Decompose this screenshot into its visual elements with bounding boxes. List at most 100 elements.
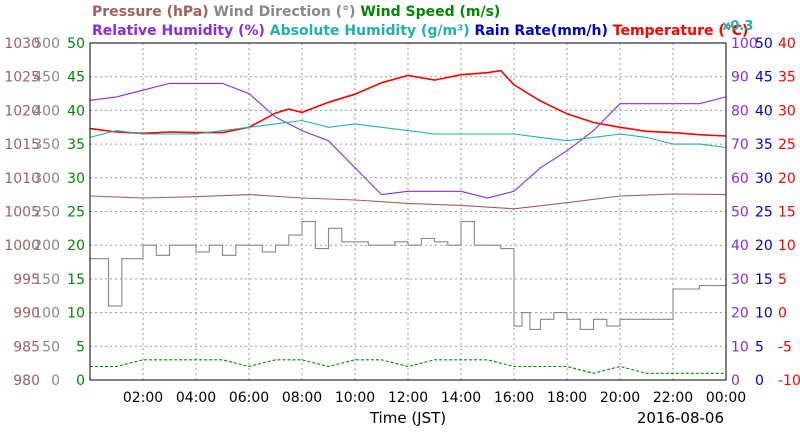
axis-tick-label: 0 <box>731 373 740 389</box>
axis-tick-label: 150 <box>33 272 60 288</box>
axis-tick-label: 30 <box>778 103 796 119</box>
x-tick-label: 14:00 <box>441 390 481 406</box>
axis-tick-label: 300 <box>33 171 60 187</box>
abs-humidity-scale-note: x0.3 <box>722 19 753 34</box>
axis-tick-label: 1010 <box>4 171 40 187</box>
legend-entry: Wind Speed (m/s) <box>356 4 501 20</box>
legend-entry: Pressure (hPa) <box>92 4 209 20</box>
axis-tick-label: 100 <box>731 36 758 52</box>
axis-tick-label: 40 <box>778 36 796 52</box>
axis-tick-label: 20 <box>778 171 796 187</box>
axis-tick-label: 30 <box>731 272 749 288</box>
x-tick-label: 18:00 <box>547 390 587 406</box>
axis-tick-label: 35 <box>67 137 85 153</box>
axis-tick-label: 20 <box>67 238 85 254</box>
axis-tick-label: 450 <box>33 70 60 86</box>
axis-tick-label: 30 <box>755 171 773 187</box>
axis-tick-label: 0 <box>76 373 85 389</box>
series-line-absolute-humidity <box>89 119 727 149</box>
legend-entry: Temperature (°C) <box>608 23 749 39</box>
axis-tick-label: 50 <box>42 339 60 355</box>
axis-tick-label: 45 <box>755 70 773 86</box>
axis-tick-label: 0 <box>755 373 764 389</box>
axis-tick-label: 45 <box>67 70 85 86</box>
axis-tick-label: 400 <box>33 103 60 119</box>
legend-entry: Relative Humidity (%) <box>92 23 265 39</box>
axis-tick-label: 15 <box>67 272 85 288</box>
axis-tick-label: 20 <box>731 306 749 322</box>
axis-tick-label: 90 <box>731 70 749 86</box>
axis-tick-label: 5 <box>76 339 85 355</box>
axis-tick-label: 500 <box>33 36 60 52</box>
axis-tick-label: 10 <box>731 339 749 355</box>
axis-tick-label: 10 <box>778 238 796 254</box>
axis-tick-label: 40 <box>755 103 773 119</box>
axis-tick-label: 10 <box>67 306 85 322</box>
legend-row-1: Pressure (hPa) Wind Direction (°) Wind S… <box>92 4 500 20</box>
axis-tick-label: 30 <box>67 171 85 187</box>
axis-tick-label: 1030 <box>4 36 40 52</box>
x-tick-label: 00:00 <box>706 390 746 406</box>
x-axis-labels: 02:00 04:00 06:00 08:00 10:00 12:00 14:00 16:00… <box>123 390 746 406</box>
x-tick-label: 06:00 <box>229 390 269 406</box>
axis-tick-label: 1025 <box>4 70 40 86</box>
axis-tick-label: -5 <box>778 339 792 355</box>
x-tick-label: 12:00 <box>388 390 428 406</box>
axis-tick-label: 1000 <box>4 238 40 254</box>
axis-tick-label: 980 <box>13 373 40 389</box>
series-line-relative-humidity <box>89 82 727 199</box>
axis-tick-label: 990 <box>13 306 40 322</box>
axis-tick-label: 40 <box>731 238 749 254</box>
axis-tick-label: 1020 <box>4 103 40 119</box>
x-axis-title: Time (JST) <box>369 409 446 427</box>
axis-tick-label: 15 <box>755 272 773 288</box>
axis-tick-label: 100 <box>33 306 60 322</box>
axis-tick-label: 20 <box>755 238 773 254</box>
axis-tick-label: 995 <box>13 272 40 288</box>
axis-tick-label: 0 <box>51 373 60 389</box>
series-line-wind-direction <box>90 221 726 330</box>
x-tick-label: 22:00 <box>653 390 693 406</box>
axis-tick-label: 50 <box>67 36 85 52</box>
x-tick-label: 04:00 <box>176 390 216 406</box>
axis-tick-label: 50 <box>731 205 749 221</box>
axis-labels: 9809859909951000100510101015102010251030… <box>4 36 800 389</box>
series-line-pressure <box>89 193 727 210</box>
axis-tick-label: 35 <box>778 70 796 86</box>
axis-tick-label: 0 <box>778 306 787 322</box>
axis-tick-label: 350 <box>33 137 60 153</box>
legend-entry: Wind Direction (°) <box>209 4 356 20</box>
axis-tick-label: 1015 <box>4 137 40 153</box>
x-tick-label: 10:00 <box>335 390 375 406</box>
axis-tick-label: 1005 <box>4 205 40 221</box>
axis-tick-label: 25 <box>778 137 796 153</box>
axis-tick-label: 35 <box>755 137 773 153</box>
x-tick-label: 02:00 <box>123 390 163 406</box>
series-layer <box>89 69 727 381</box>
plot-frame <box>89 42 727 381</box>
axis-tick-label: 5 <box>755 339 764 355</box>
x-tick-label: 08:00 <box>282 390 322 406</box>
legend-row-2: Relative Humidity (%) Absolute Humidity … <box>92 23 748 39</box>
axis-tick-label: 10 <box>755 306 773 322</box>
axis-tick-label: 15 <box>778 205 796 221</box>
axis-tick-label: 985 <box>13 339 40 355</box>
x-tick-label: 16:00 <box>494 390 534 406</box>
axis-tick-label: 40 <box>67 103 85 119</box>
x-tick-label: 20:00 <box>600 390 640 406</box>
axis-tick-label: 250 <box>33 205 60 221</box>
axis-tick-label: 200 <box>33 238 60 254</box>
legend-entry: Absolute Humidity (g/m³) <box>265 23 470 39</box>
axis-tick-label: 50 <box>755 36 773 52</box>
axis-tick-label: 25 <box>755 205 773 221</box>
axis-tick-label: -10 <box>778 373 800 389</box>
axis-tick-label: 80 <box>731 103 749 119</box>
axis-tick-label: 25 <box>67 205 85 221</box>
chart-date: 2016-08-06 <box>637 409 724 427</box>
axis-tick-label: 60 <box>731 171 749 187</box>
series-line-wind-speed <box>90 359 726 374</box>
axis-tick-label: 5 <box>778 272 787 288</box>
legend-entry: Rain Rate(mm/h) <box>470 23 608 39</box>
